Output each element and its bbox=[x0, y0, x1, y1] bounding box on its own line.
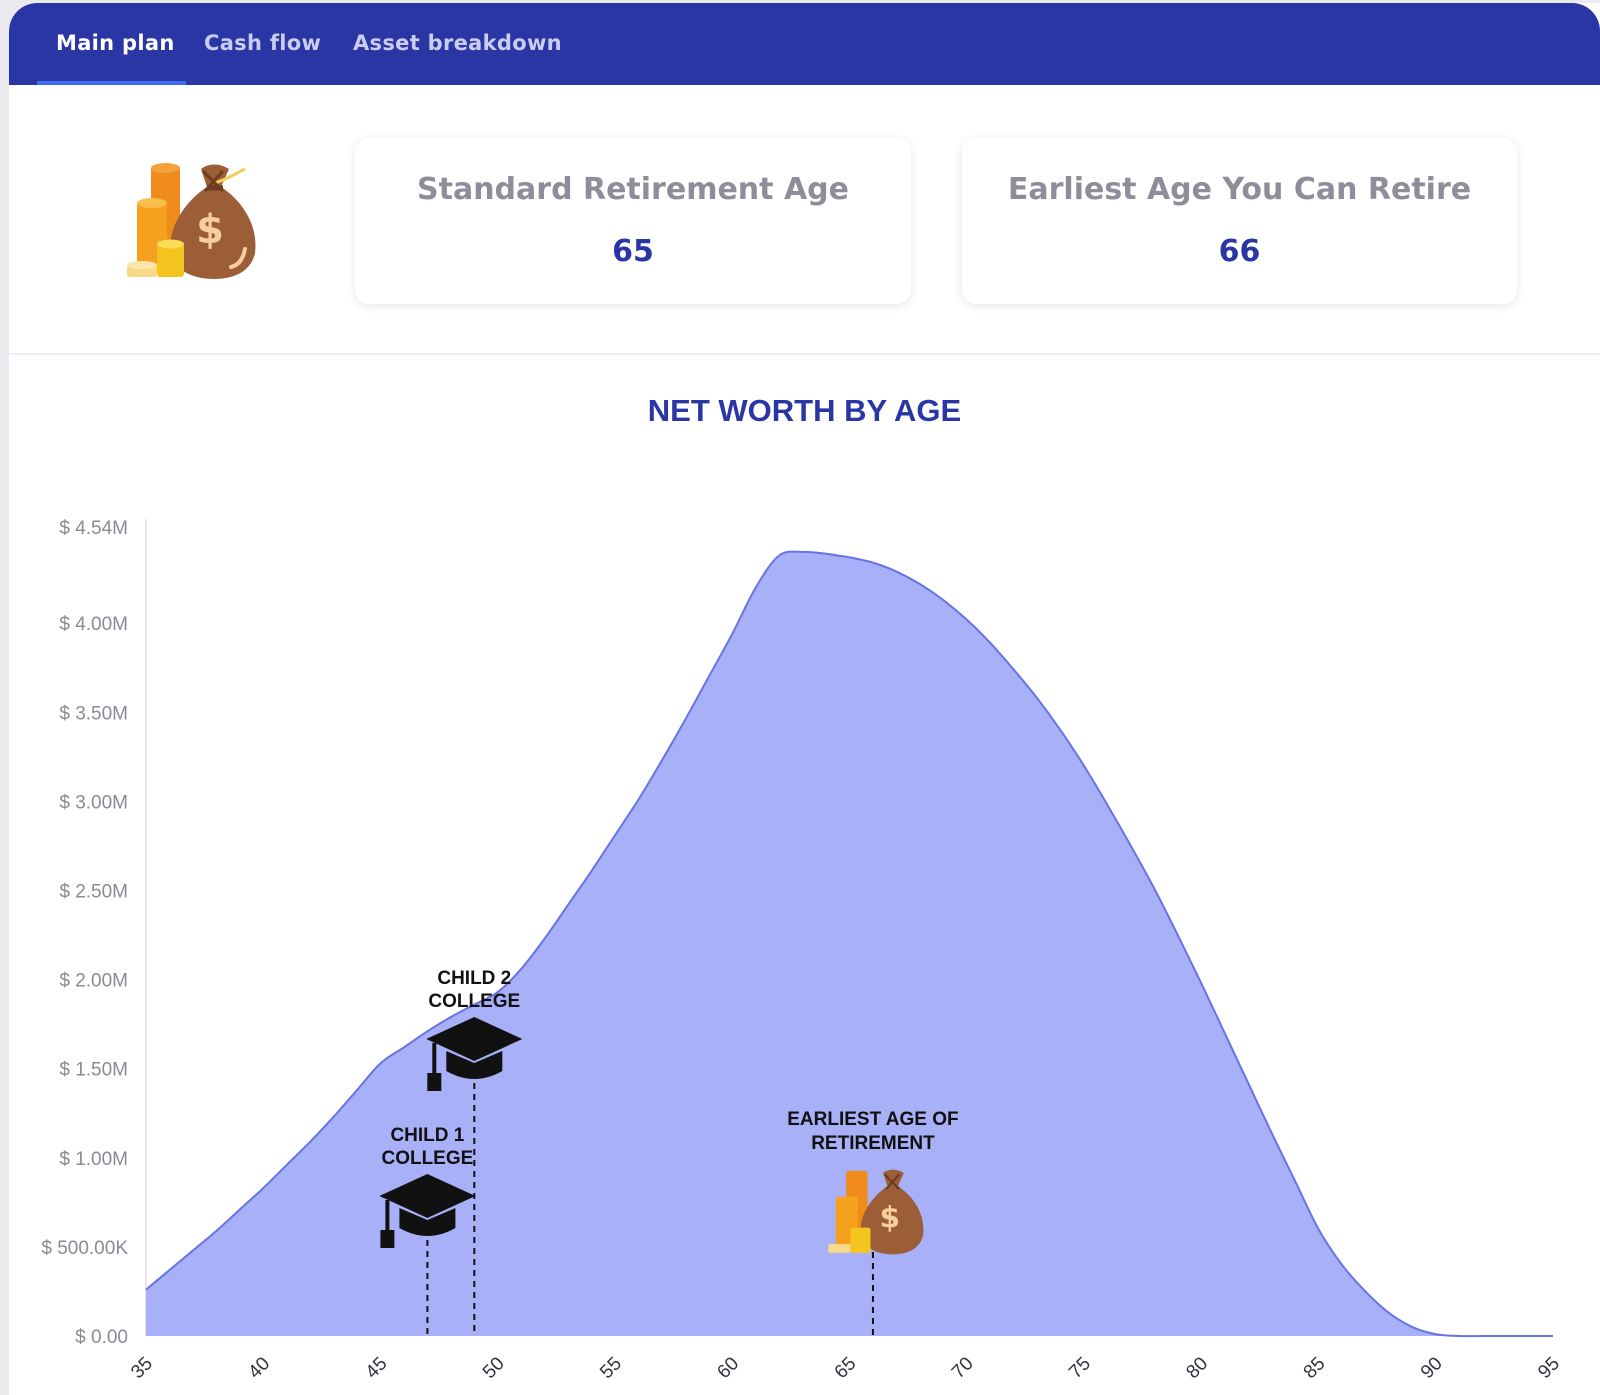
x-tick-label: 65 bbox=[831, 1353, 861, 1383]
y-tick-label: $ 3.00M bbox=[59, 792, 128, 813]
annotation-label: CHILD 2 bbox=[437, 968, 511, 989]
x-tick-label: 85 bbox=[1300, 1353, 1330, 1383]
graduation-cap-icon bbox=[379, 1174, 476, 1248]
money-bag-icon: $ bbox=[127, 163, 256, 279]
bag-tie bbox=[883, 1173, 901, 1190]
x-tick-label: 80 bbox=[1182, 1353, 1212, 1383]
y-tick-label: $ 0.00 bbox=[75, 1327, 128, 1348]
active-tab-indicator bbox=[37, 81, 186, 85]
cap-tassel bbox=[380, 1230, 395, 1248]
net-worth-line bbox=[145, 550, 1553, 1338]
coin-stack bbox=[850, 1227, 871, 1253]
y-tick-label: $ 4.00M bbox=[59, 614, 128, 635]
x-tick-label: 45 bbox=[362, 1353, 392, 1383]
cap-tassel bbox=[427, 1073, 442, 1091]
annotation-label: EARLIEST AGE OF bbox=[787, 1109, 958, 1130]
annotation-label: CHILD 1 bbox=[390, 1125, 464, 1146]
annotation-label: COLLEGE bbox=[428, 991, 520, 1012]
standard-retirement-value: 65 bbox=[612, 234, 654, 269]
dollar-sign: $ bbox=[879, 1201, 900, 1235]
x-tick-label: 95 bbox=[1534, 1353, 1564, 1383]
y-tick-label: $ 500.00K bbox=[41, 1238, 128, 1259]
y-tick-label: $ 2.50M bbox=[59, 882, 128, 903]
earliest-retirement-card: Earliest Age You Can Retire 66 bbox=[962, 138, 1517, 304]
top-navbar: Main plan Cash flow Asset breakdown bbox=[9, 3, 1600, 85]
y-tick-label: $ 4.54M bbox=[59, 518, 128, 539]
standard-retirement-card: Standard Retirement Age 65 bbox=[355, 138, 911, 304]
x-tick-label: 55 bbox=[596, 1353, 626, 1383]
x-tick-label: 40 bbox=[244, 1353, 274, 1383]
annotation-label: COLLEGE bbox=[381, 1148, 473, 1169]
cap-board bbox=[426, 1017, 523, 1061]
graduation-cap-icon bbox=[426, 1017, 523, 1091]
coin bbox=[828, 1243, 851, 1253]
x-tick-label: 60 bbox=[713, 1353, 743, 1383]
section-divider bbox=[9, 353, 1600, 355]
annotation-label: RETIREMENT bbox=[811, 1133, 935, 1154]
earliest-retirement-value: 66 bbox=[1218, 234, 1261, 269]
tab-cash-flow[interactable]: Cash flow bbox=[204, 31, 322, 55]
standard-retirement-label: Standard Retirement Age bbox=[417, 172, 849, 207]
svg-text:$: $ bbox=[196, 207, 224, 253]
money-bag-icon: $ bbox=[828, 1169, 924, 1255]
y-tick-label: $ 1.50M bbox=[59, 1060, 128, 1081]
cap-board bbox=[379, 1174, 476, 1218]
bag-body bbox=[860, 1169, 924, 1255]
tab-asset-breakdown[interactable]: Asset breakdown bbox=[353, 31, 562, 55]
x-tick-label: 75 bbox=[1065, 1353, 1095, 1383]
y-tick-label: $ 3.50M bbox=[59, 703, 128, 724]
app-window: Main plan Cash flow Asset breakdown $ St… bbox=[9, 3, 1600, 1395]
cap-base bbox=[399, 1208, 456, 1236]
earliest-retirement-label: Earliest Age You Can Retire bbox=[1007, 172, 1472, 207]
y-tick-label: $ 2.00M bbox=[59, 971, 128, 992]
x-tick-label: 50 bbox=[479, 1353, 509, 1383]
x-tick-label: 35 bbox=[127, 1353, 157, 1383]
tab-main-plan[interactable]: Main plan bbox=[56, 31, 175, 55]
x-tick-label: 70 bbox=[948, 1353, 978, 1383]
cap-base bbox=[446, 1051, 503, 1079]
chart-title: NET WORTH BY AGE bbox=[647, 393, 962, 428]
y-tick-label: $ 1.00M bbox=[59, 1149, 128, 1170]
x-tick-label: 90 bbox=[1417, 1353, 1447, 1383]
net-worth-area bbox=[146, 551, 1553, 1337]
